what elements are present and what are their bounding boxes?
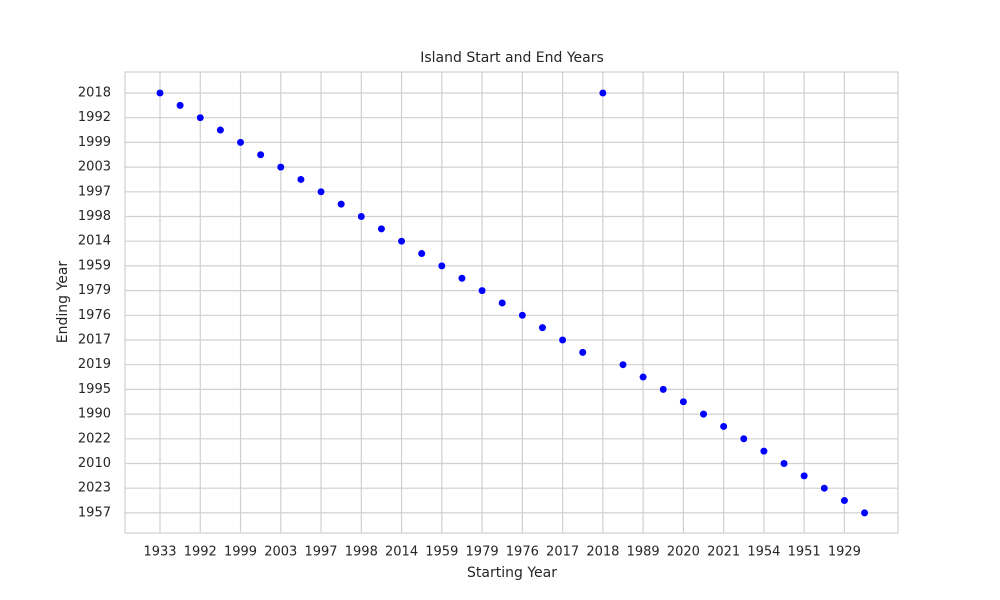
point bbox=[337, 200, 346, 209]
point bbox=[437, 261, 446, 271]
point bbox=[357, 212, 366, 221]
point bbox=[276, 163, 285, 172]
point bbox=[457, 274, 467, 283]
point bbox=[397, 237, 406, 246]
y-tick-label: 1999 bbox=[78, 135, 111, 150]
x-tick-label: 1929 bbox=[828, 545, 861, 560]
point bbox=[679, 397, 688, 406]
point bbox=[377, 224, 386, 233]
x-tick-label: 1997 bbox=[304, 545, 337, 560]
y-tick-label: 1990 bbox=[78, 407, 111, 422]
x-tick-label: 1992 bbox=[184, 545, 217, 560]
x-tick-label: 1976 bbox=[506, 545, 539, 560]
point bbox=[739, 434, 748, 443]
point bbox=[296, 175, 306, 184]
x-axis-label: Starting Year bbox=[467, 565, 557, 581]
point bbox=[759, 447, 769, 456]
y-tick-label: 1976 bbox=[78, 308, 111, 323]
point bbox=[840, 496, 849, 505]
point bbox=[216, 125, 225, 135]
point bbox=[176, 101, 185, 110]
x-tick-label: 1989 bbox=[627, 545, 660, 560]
point bbox=[578, 348, 587, 357]
point bbox=[719, 422, 728, 431]
point bbox=[699, 410, 708, 419]
x-tick-label: 1999 bbox=[224, 545, 257, 560]
x-tick-label: 1959 bbox=[425, 545, 458, 560]
plot-frame bbox=[124, 71, 899, 534]
y-axis-label: Ending Year bbox=[55, 261, 71, 344]
point bbox=[498, 298, 507, 308]
chart-title: Island Start and End Years bbox=[420, 50, 604, 66]
y-tick-label: 1995 bbox=[78, 382, 111, 397]
x-tick-label: 2003 bbox=[264, 545, 297, 560]
point bbox=[639, 372, 648, 382]
point bbox=[477, 286, 487, 295]
point bbox=[236, 138, 245, 147]
point bbox=[155, 88, 165, 98]
y-tick-label: 2023 bbox=[78, 481, 111, 496]
x-tick-label: 1954 bbox=[747, 545, 780, 560]
point bbox=[256, 150, 265, 159]
y-tick-label: 2018 bbox=[78, 86, 111, 101]
point bbox=[618, 360, 628, 369]
x-tick-label: 2021 bbox=[707, 545, 740, 560]
y-tick-label: 1957 bbox=[78, 505, 111, 520]
x-tick-label: 2018 bbox=[586, 545, 619, 560]
point bbox=[417, 249, 426, 258]
x-tick-label: 2014 bbox=[385, 545, 418, 560]
y-tick-label: 1959 bbox=[78, 258, 111, 273]
x-tick-label: 1951 bbox=[788, 545, 821, 560]
point bbox=[779, 459, 789, 468]
point bbox=[820, 484, 829, 493]
y-tick-label: 1992 bbox=[78, 110, 111, 125]
x-tick-label: 2017 bbox=[546, 545, 579, 560]
point bbox=[800, 471, 809, 480]
point bbox=[659, 385, 668, 394]
y-tick-label: 1979 bbox=[78, 283, 111, 298]
y-tick-label: 2003 bbox=[78, 160, 111, 175]
point bbox=[598, 88, 607, 98]
point bbox=[860, 508, 869, 518]
point bbox=[196, 113, 205, 122]
grid bbox=[125, 72, 898, 533]
point bbox=[558, 335, 567, 345]
x-tick-label: 1933 bbox=[143, 545, 176, 560]
y-tick-label: 1997 bbox=[78, 184, 111, 199]
x-tick-label: 2020 bbox=[667, 545, 700, 560]
x-tick-label: 1979 bbox=[466, 545, 499, 560]
y-tick-label: 2010 bbox=[78, 456, 111, 471]
y-tick-label: 2022 bbox=[78, 431, 111, 446]
y-tick-label: 2019 bbox=[78, 357, 111, 372]
point bbox=[538, 323, 547, 332]
point bbox=[518, 311, 527, 320]
x-tick-label: 1998 bbox=[345, 545, 378, 560]
y-tick-label: 2014 bbox=[78, 234, 111, 249]
point bbox=[316, 187, 326, 196]
y-tick-label: 2017 bbox=[78, 333, 111, 348]
y-tick-label: 1998 bbox=[78, 209, 111, 224]
